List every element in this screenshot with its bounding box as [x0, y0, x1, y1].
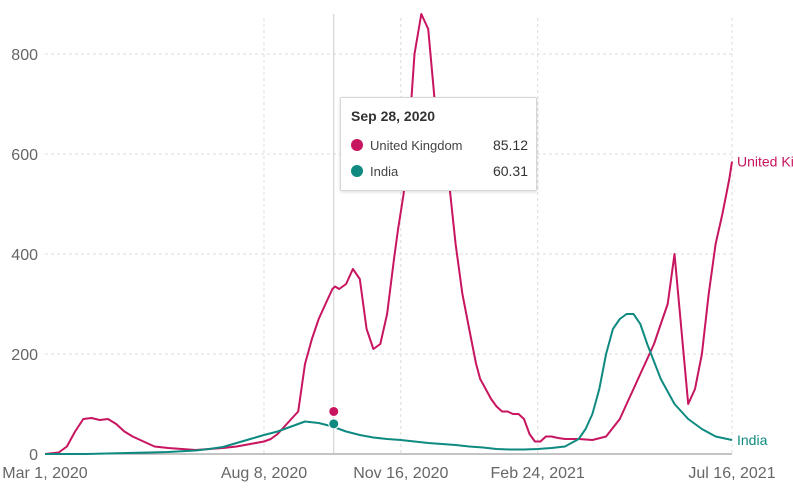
tooltip-series-name: India — [370, 163, 399, 179]
x-tick-label: Aug 8, 2020 — [221, 465, 307, 482]
hover-markers — [328, 405, 340, 430]
series-end-labels: United Kingdom India — [737, 154, 793, 449]
hover-marker-india — [328, 418, 340, 430]
end-label-united-kingdom: United Kingdom — [737, 154, 793, 170]
x-tick-label: Nov 16, 2020 — [353, 465, 448, 482]
x-tick-label: Mar 1, 2020 — [2, 465, 87, 482]
y-tick-label: 600 — [11, 147, 38, 164]
tooltip-series-value: 60.31 — [492, 163, 528, 179]
tooltip-date: Sep 28, 2020 — [351, 108, 436, 124]
uk-legend-dot-icon — [351, 139, 363, 151]
chart-tooltip: Sep 28, 2020 United Kingdom 85.12 India … — [340, 97, 537, 191]
india-legend-dot-icon — [351, 165, 363, 177]
tooltip-series-value: 85.12 — [492, 137, 528, 153]
series-line-united-kingdom — [44, 13, 733, 455]
y-tick-label: 0 — [29, 447, 38, 464]
tooltip-row-india: India 60.31 — [351, 158, 528, 184]
end-label-india: India — [737, 432, 768, 448]
x-tick-label: Feb 24, 2021 — [491, 465, 585, 482]
y-tick-label: 200 — [11, 347, 38, 364]
series-layer — [44, 13, 733, 455]
x-tick-label: Jul 16, 2021 — [688, 465, 775, 482]
series-line-india — [45, 313, 733, 455]
y-tick-label: 400 — [11, 247, 38, 264]
tooltip-series-name: United Kingdom — [370, 137, 463, 153]
tooltip-row-uk: United Kingdom 85.12 — [351, 132, 528, 158]
y-tick-label: 800 — [11, 47, 38, 64]
grid-layer — [45, 18, 733, 455]
hover-marker-united-kingdom — [328, 405, 340, 417]
x-axis-ticks: Mar 1, 2020 Aug 8, 2020 Nov 16, 2020 Feb 24… — [2, 465, 775, 482]
y-axis-ticks: 0 200 400 600 800 — [11, 47, 38, 464]
